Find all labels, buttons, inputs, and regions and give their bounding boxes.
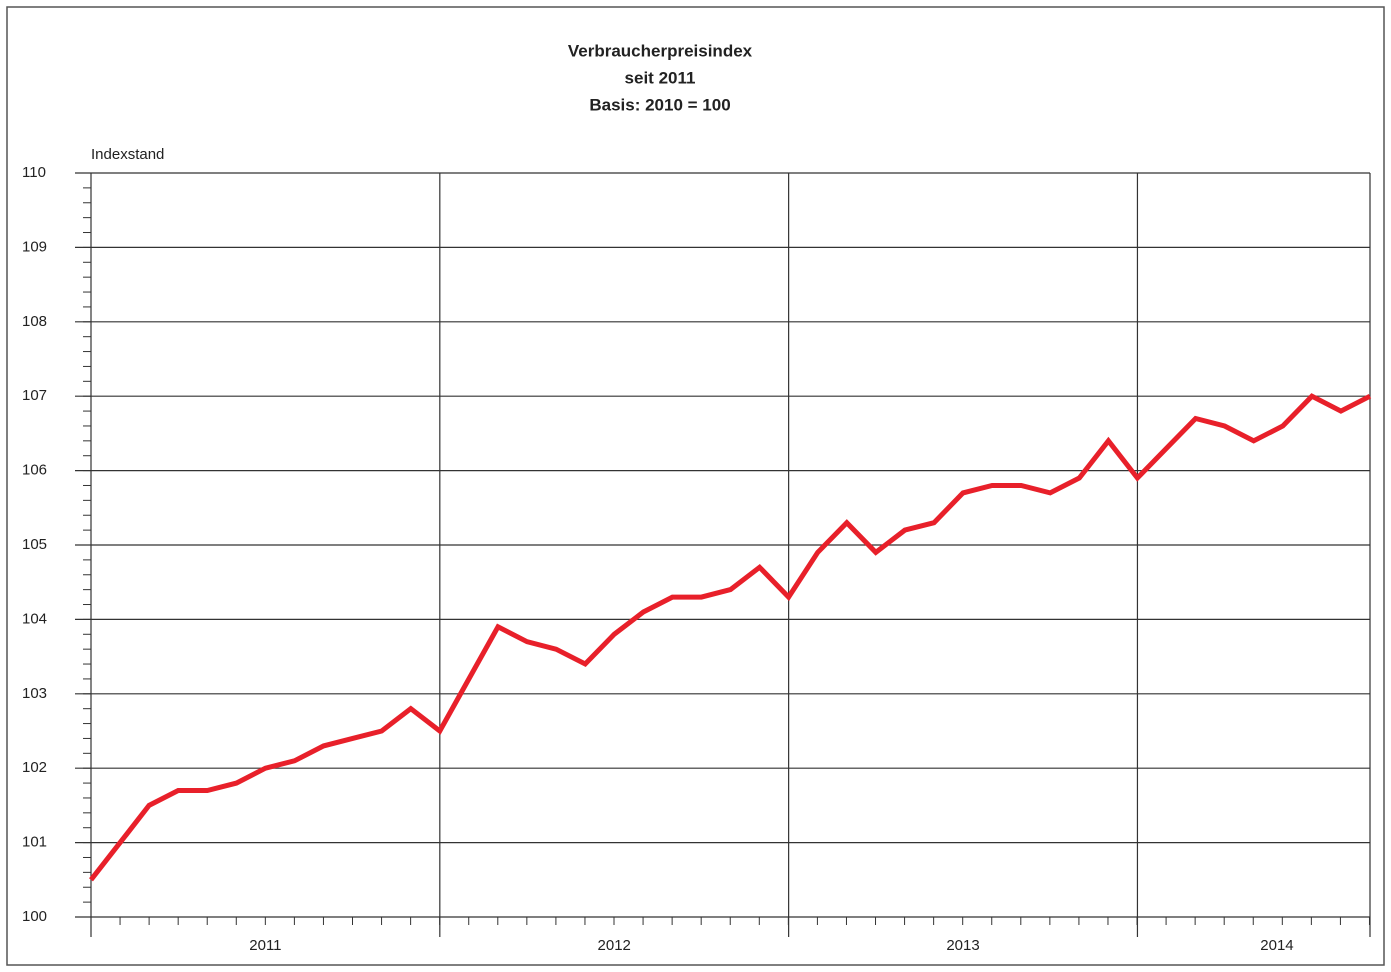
- y-tick-label: 107: [22, 387, 47, 404]
- chart-note: Basis: 2010 = 100: [589, 95, 730, 114]
- x-tick-label: 2012: [598, 937, 631, 954]
- y-tick-label: 101: [22, 834, 47, 851]
- y-tick-label: 103: [22, 685, 47, 702]
- y-tick-label: 100: [22, 908, 47, 925]
- y-tick-label: 104: [22, 610, 47, 627]
- y-tick-label: 108: [22, 313, 47, 330]
- chart-subtitle: seit 2011: [625, 68, 696, 87]
- y-tick-label: 102: [22, 759, 47, 776]
- chart-title: Verbraucherpreisindex: [568, 41, 753, 60]
- x-tick-label: 2013: [946, 937, 979, 954]
- y-tick-label: 105: [22, 536, 47, 553]
- x-tick-label: 2011: [249, 937, 281, 954]
- x-tick-label: 2014: [1260, 937, 1293, 954]
- data-line: [89, 393, 1372, 882]
- frame: [6, 6, 1385, 966]
- y-tick-label: 110: [22, 164, 46, 181]
- y-tick-label: 109: [22, 238, 47, 255]
- y-axis-label: Indexstand: [91, 146, 164, 163]
- y-tick-label: 106: [22, 462, 47, 479]
